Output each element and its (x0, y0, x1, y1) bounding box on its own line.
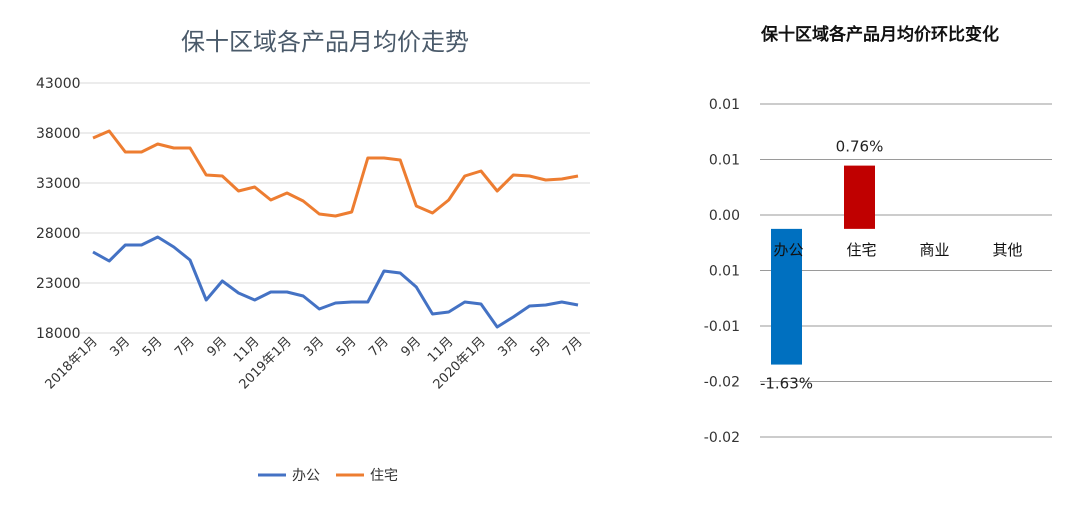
line-x-tick-label: 5月 (334, 334, 360, 360)
bar-y-tick-label: 0.01 (709, 264, 740, 280)
line-x-tick-label: 3月 (302, 334, 328, 360)
line-x-tick-label: 9月 (205, 334, 231, 360)
bar-y-tick-label: 0.00 (709, 208, 740, 224)
line-chart-title: 保十区域各产品月均价走势 (181, 28, 469, 56)
line-x-tick-label: 5月 (528, 334, 554, 360)
legend-label-residential: 住宅 (370, 468, 398, 484)
bar-chart-gridlines (760, 103, 1052, 438)
line-x-tick-label: 7月 (366, 334, 392, 360)
series-line-residential (92, 129, 579, 218)
bar-chart-bars (771, 165, 875, 365)
line-y-tick-label: 28000 (36, 226, 81, 242)
bar-data-label: 0.76% (836, 138, 884, 156)
bar-category-label: 住宅 (846, 241, 876, 259)
line-y-tick-label: 23000 (36, 276, 81, 292)
line-x-tick-label: 3月 (496, 334, 522, 360)
bar-1 (771, 228, 802, 365)
series-line-office (92, 235, 579, 329)
line-y-tick-label: 38000 (36, 126, 81, 142)
bar-category-label: 商业 (919, 241, 949, 259)
bar-category-label: 办公 (773, 241, 803, 259)
bar-chart: 保十区域各产品月均价环比变化 0.01 0.01 0.00 0.01 -0.01 -0.0… (704, 24, 1052, 446)
line-chart-gridlines (80, 82, 590, 334)
bar-chart-data-labels: -1.63% 0.76% (760, 138, 883, 393)
line-x-tick-label: 3月 (108, 334, 134, 360)
line-y-tick-label: 18000 (36, 326, 81, 342)
line-x-tick-label: 7月 (560, 334, 586, 360)
legend-label-office: 办公 (292, 468, 320, 484)
line-y-tick-label: 43000 (36, 76, 81, 92)
bar-chart-categories: 办公 住宅 商业 其他 (773, 241, 1022, 259)
line-y-tick-label: 33000 (36, 176, 81, 192)
bar-y-tick-label: -0.02 (704, 375, 740, 391)
line-chart-y-axis: 18000 23000 28000 33000 38000 43000 (36, 76, 81, 342)
bar-y-tick-label: -0.02 (704, 430, 740, 446)
bar-data-label: -1.63% (760, 375, 813, 393)
bar-2 (844, 165, 875, 229)
line-chart: 保十区域各产品月均价走势 18000 23000 28000 33000 38000 43… (36, 28, 590, 484)
bar-chart-y-axis: 0.01 0.01 0.00 0.01 -0.01 -0.02 -0.02 (704, 97, 740, 446)
line-x-tick-label: 9月 (399, 334, 425, 360)
line-chart-legend: 办公 住宅 (258, 468, 398, 484)
bar-y-tick-label: 0.01 (709, 97, 740, 113)
bar-category-label: 其他 (992, 241, 1022, 259)
bar-y-tick-label: 0.01 (709, 153, 740, 169)
line-chart-series (92, 129, 579, 329)
line-x-tick-label: 7月 (172, 334, 198, 360)
bar-y-tick-label: -0.01 (704, 319, 740, 335)
line-x-tick-label: 2018年1月 (43, 334, 101, 392)
bar-chart-title: 保十区域各产品月均价环比变化 (760, 24, 999, 45)
line-x-tick-label: 5月 (140, 334, 166, 360)
